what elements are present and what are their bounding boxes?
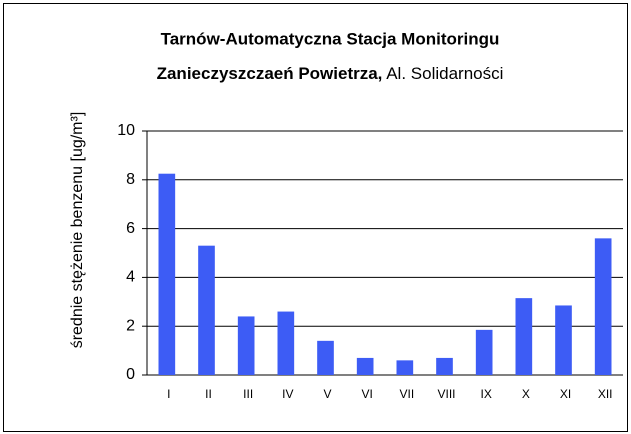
y-tick-label: 6 xyxy=(126,220,135,237)
bar xyxy=(158,173,176,375)
x-tick-label: I xyxy=(167,387,170,401)
x-tick-label: III xyxy=(243,387,253,401)
bar xyxy=(356,357,374,375)
y-tick-label: 2 xyxy=(126,317,135,334)
x-tick-label: II xyxy=(205,387,212,401)
chart-title: Zanieczyszczaeń Powietrza, xyxy=(157,64,383,83)
x-tick-label: XII xyxy=(598,387,613,401)
x-tick-label: XI xyxy=(560,387,571,401)
x-tick-label: VIII xyxy=(437,387,455,401)
x-tick-label: VI xyxy=(361,387,372,401)
y-tick-label: 0 xyxy=(126,366,135,383)
bar xyxy=(277,311,295,375)
x-tick-label: IX xyxy=(480,387,491,401)
chart-title: Tarnów-Automatyczna Stacja Monitoringu xyxy=(161,29,500,48)
y-tick-label: 10 xyxy=(117,122,135,139)
x-tick-label: VII xyxy=(399,387,414,401)
y-tick-label: 4 xyxy=(126,269,135,286)
chart-subtitle: Al. Solidarności xyxy=(386,64,503,83)
bar xyxy=(515,298,533,375)
bar xyxy=(555,305,572,375)
x-tick-label: X xyxy=(522,387,530,401)
y-axis-label: średnie stężenie benzenu [ug/m³] xyxy=(69,112,86,349)
bar xyxy=(396,360,414,375)
bar xyxy=(237,316,255,375)
bar xyxy=(198,245,215,375)
bar xyxy=(475,329,493,375)
x-tick-label: V xyxy=(323,387,331,401)
bar xyxy=(317,340,334,375)
bar xyxy=(436,357,453,375)
chart-title-line: Zanieczyszczaeń Powietrza, Al. Solidarno… xyxy=(157,64,504,83)
bar xyxy=(594,238,612,375)
y-tick-label: 8 xyxy=(126,171,135,188)
x-tick-label: IV xyxy=(282,387,293,401)
